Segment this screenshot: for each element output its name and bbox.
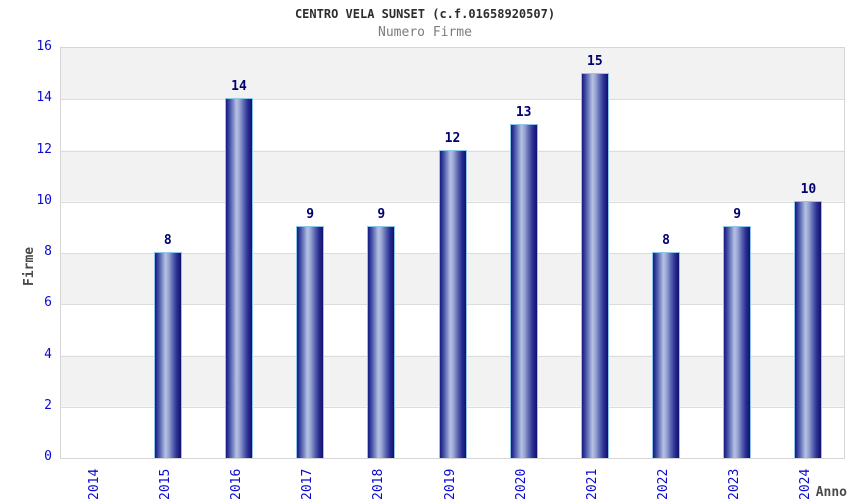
chart-subtitle: Numero Firme (378, 25, 472, 40)
bar-2021 (580, 72, 609, 458)
bar-value-2023: 9 (733, 207, 742, 223)
bar-value-2015: 8 (163, 233, 172, 248)
y-tick-label-8: 8 (44, 244, 52, 259)
bar-2020 (509, 123, 538, 458)
bar-value-2016: 14 (231, 79, 247, 95)
bar-2022 (652, 252, 681, 458)
bar-2016 (224, 98, 253, 458)
y-tick-label-0: 0 (44, 449, 52, 464)
x-tick-label-2024: 2024 (798, 468, 814, 500)
gridline-y-14 (61, 99, 844, 101)
x-tick-label-2020: 2020 (513, 468, 529, 500)
x-axis-label: Anno (815, 485, 847, 500)
x-tick-label-2015: 2015 (157, 468, 173, 500)
bar-2018 (367, 226, 396, 458)
bar-value-2018: 9 (377, 207, 386, 223)
plot-area: 8 14 9 9 12 13 15 8 9 10 (60, 47, 845, 459)
y-tick-label-12: 12 (36, 141, 52, 157)
x-tick-label-2023: 2023 (727, 468, 743, 500)
x-tick-label-2021: 2021 (584, 468, 600, 500)
y-tick-label-16: 16 (36, 39, 52, 54)
bar-2019 (438, 149, 467, 458)
bar-2023 (723, 226, 752, 458)
bar-2015 (153, 252, 182, 458)
y-tick-label-14: 14 (36, 90, 52, 106)
bar-value-2021: 15 (587, 53, 603, 69)
chart-title: CENTRO VELA SUNSET (c.f.01658920507) (294, 7, 556, 21)
y-tick-label-2: 2 (44, 397, 52, 413)
bar-2024 (794, 200, 823, 458)
x-tick-label-2018: 2018 (371, 468, 387, 500)
y-tick-label-10: 10 (36, 192, 52, 208)
bar-value-2020: 13 (515, 104, 532, 120)
x-tick-label-2014: 2014 (86, 468, 102, 500)
x-tick-label-2017: 2017 (300, 468, 316, 500)
bar-value-2024: 10 (800, 181, 817, 197)
bar-value-2017: 9 (306, 207, 315, 223)
x-tick-label-2016: 2016 (228, 468, 244, 500)
x-tick-label-2022: 2022 (656, 468, 672, 500)
bar-2017 (296, 226, 325, 458)
bar-value-2019: 12 (444, 130, 461, 146)
y-tick-label-6: 6 (44, 295, 52, 311)
x-tick-label-2019: 2019 (442, 468, 458, 500)
bar-value-2022: 8 (662, 233, 670, 248)
y-tick-label-4: 4 (44, 346, 52, 362)
